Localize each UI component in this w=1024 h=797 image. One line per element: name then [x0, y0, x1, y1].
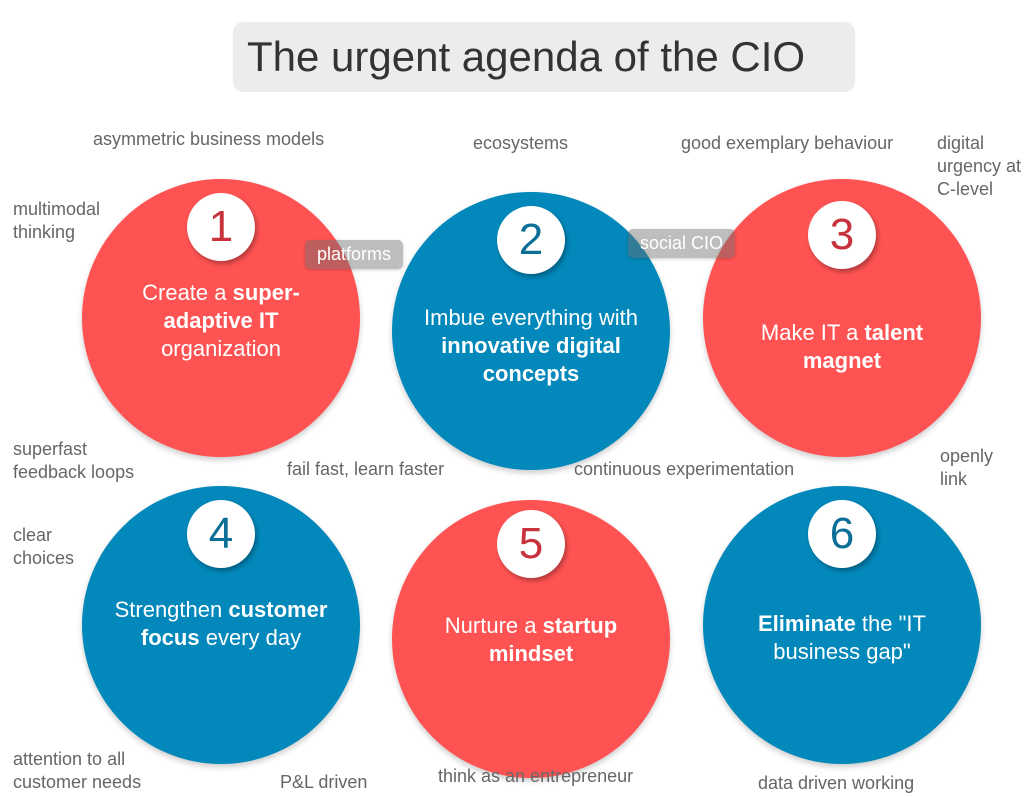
number-badge: 4	[187, 500, 255, 568]
agenda-item-3: 3 Make IT a talent magnet	[703, 179, 981, 457]
label: multimodal thinking	[13, 199, 101, 242]
agenda-text: Eliminate the "IT business gap"	[758, 611, 926, 664]
agenda-item-5: 5 Nurture a startup mindset	[392, 500, 670, 778]
label: good exemplary behaviour	[681, 133, 894, 153]
agenda-item-2: 2 Imbue everything with innovative digit…	[392, 192, 670, 470]
label: data driven working	[758, 773, 915, 793]
label: attention to all customer needs	[13, 749, 142, 792]
label: think as an entrepreneur	[438, 766, 634, 786]
number-badge: 2	[497, 206, 565, 274]
agenda-item-1: 1 Create a super-adaptive IT organizatio…	[82, 179, 360, 457]
number-badge: 5	[497, 510, 565, 578]
tag-platforms: platforms	[305, 240, 404, 269]
number-badge: 6	[808, 500, 876, 568]
label: fail fast, learn faster	[287, 459, 445, 479]
page-title: The urgent agenda of the CIO	[233, 22, 855, 92]
number-badge: 3	[808, 201, 876, 269]
tag-social-cio: social CIO	[628, 229, 736, 258]
label: P&L driven	[280, 772, 368, 792]
label: superfast feedback loops	[13, 439, 135, 482]
label: clear choices	[13, 525, 75, 568]
label: asymmetric business models	[93, 129, 325, 149]
agenda-text: Create a super-adaptive IT organization	[142, 280, 300, 361]
number-badge: 1	[187, 193, 255, 261]
agenda-item-4: 4 Strengthen customer focus every day	[82, 486, 360, 764]
agenda-text: Strengthen customer focus every day	[114, 597, 328, 650]
label: digital urgency at C-level	[937, 133, 1022, 199]
label: continuous experimentation	[574, 459, 795, 479]
label: openly link	[940, 446, 994, 489]
agenda-item-6: 6 Eliminate the "IT business gap"	[703, 486, 981, 764]
label: ecosystems	[473, 133, 569, 153]
agenda-text: Make IT a talent magnet	[760, 320, 924, 373]
agenda-text: Imbue everything with innovative digital…	[424, 305, 638, 386]
agenda-text: Nurture a startup mindset	[444, 613, 618, 666]
